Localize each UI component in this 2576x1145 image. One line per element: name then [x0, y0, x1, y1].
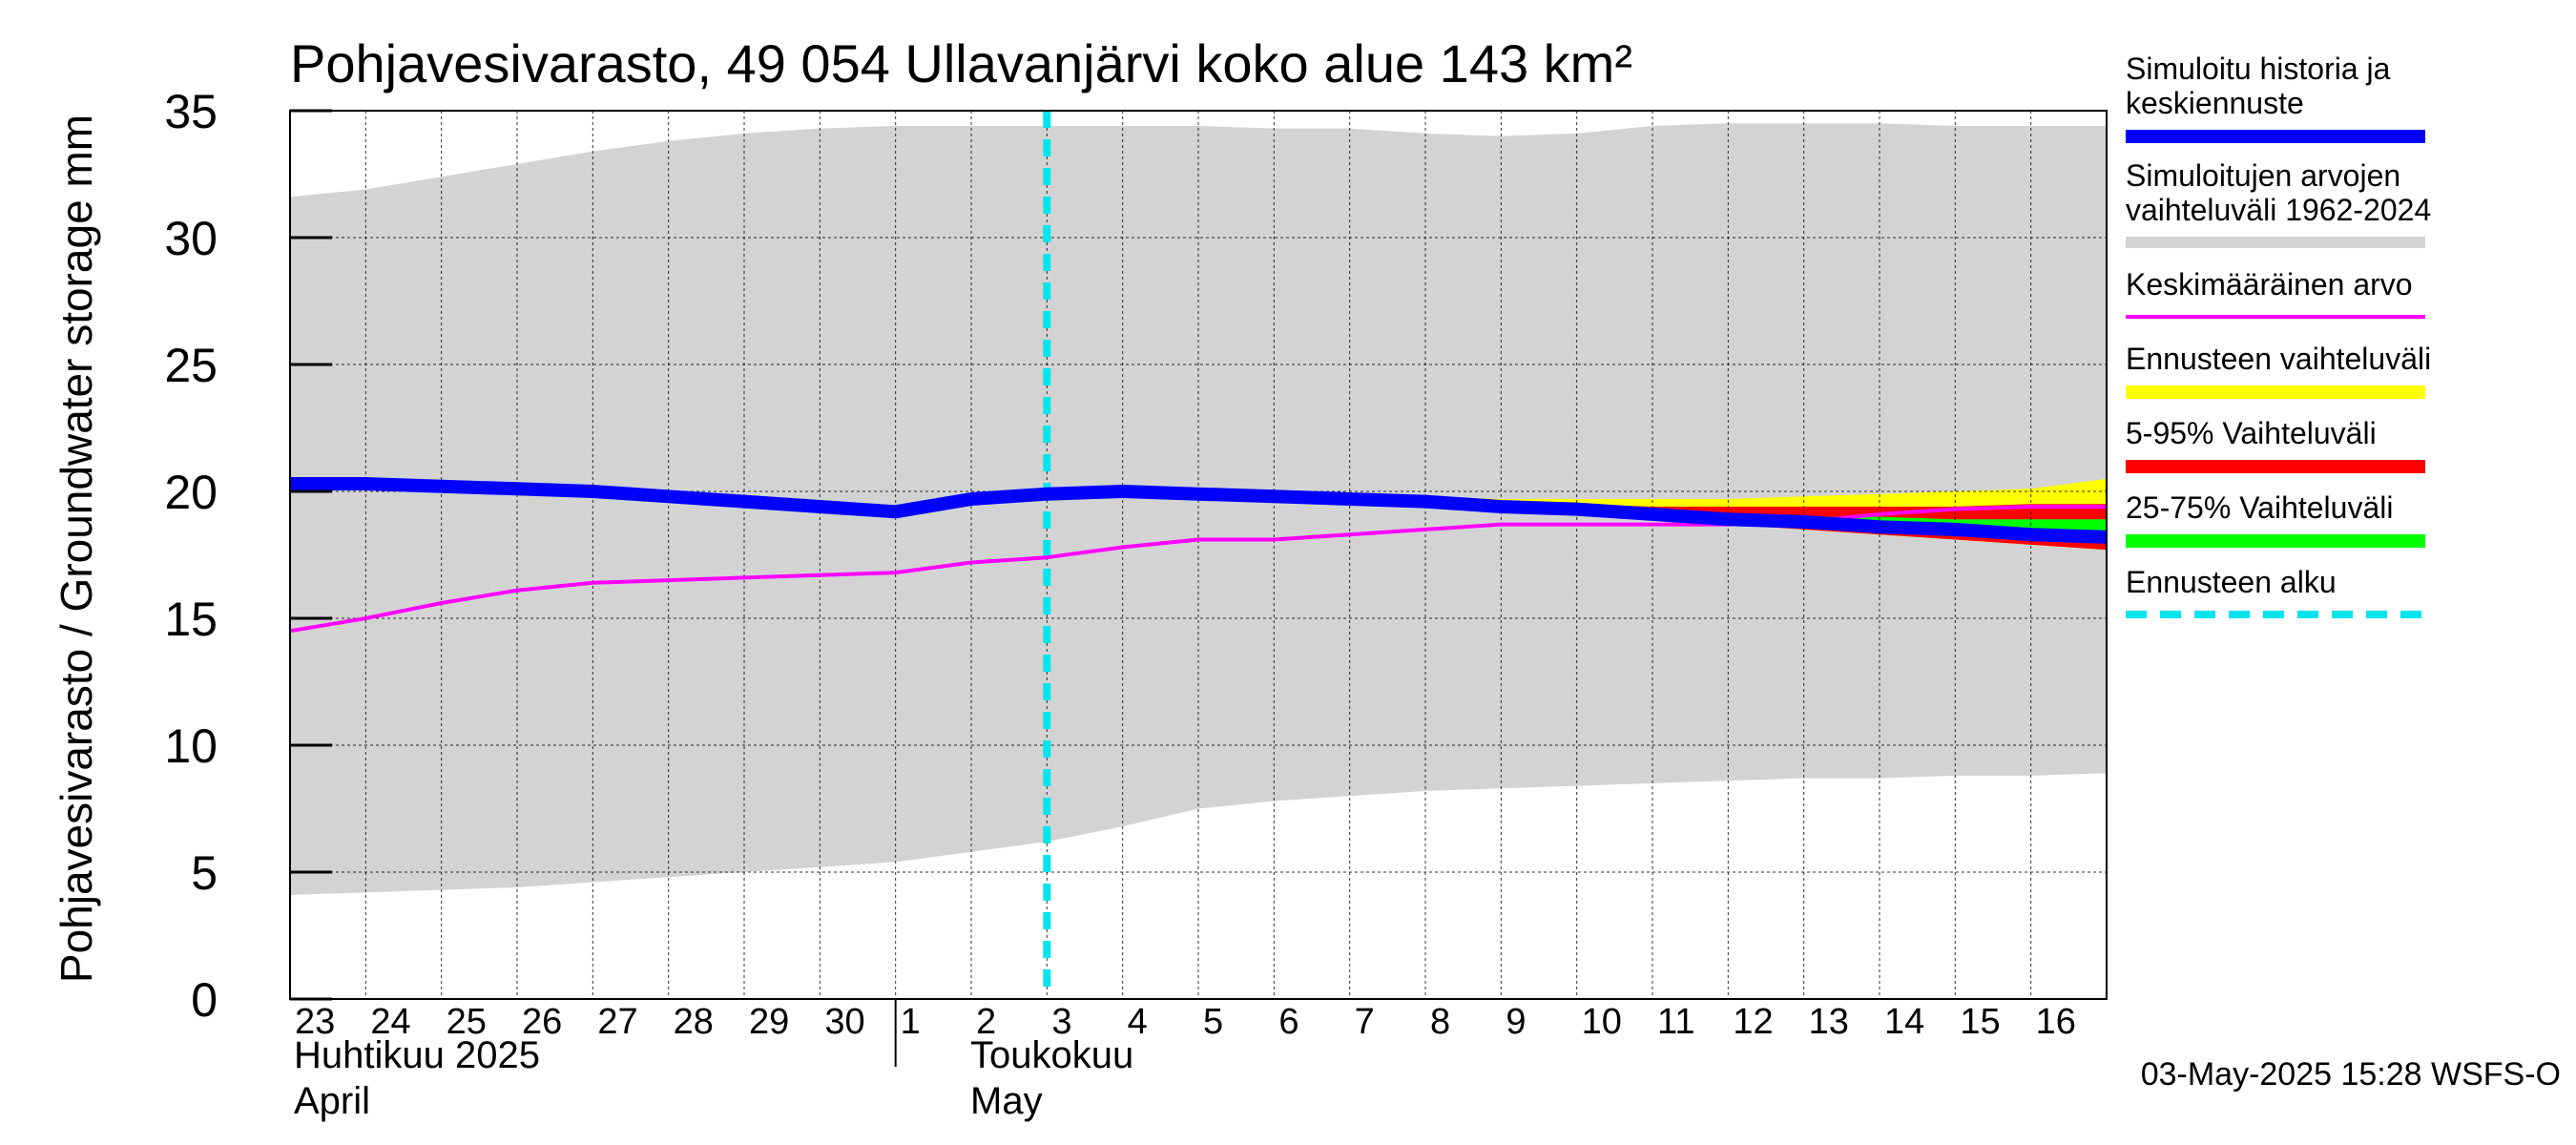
x-tick-label: 14 [1884, 1002, 1924, 1042]
x-tick-label: 10 [1582, 1002, 1622, 1042]
y-tick-label: 10 [164, 719, 218, 773]
legend-swatch-5-95 [2126, 460, 2425, 473]
x-tick-label: 24 [370, 1002, 410, 1042]
legend-swatch-range [2126, 237, 2425, 248]
legend-item-forecast-start: Ennusteen alku [2126, 565, 2565, 618]
y-tick-label: 15 [164, 593, 218, 646]
x-tick-label: 12 [1733, 1002, 1773, 1042]
chart-title: Pohjavesivarasto, 49 054 Ullavanjärvi ko… [290, 33, 1632, 94]
month-april-fi: Huhtikuu 2025 [294, 1034, 540, 1076]
legend-item-history: Simuloitu historia ja keskiennuste [2126, 52, 2565, 143]
series-simuloitu-historia-ja-keskiennuste [290, 477, 2108, 544]
legend-label-5-95: 5-95% Vaihteluväli [2126, 416, 2377, 450]
y-tick-label: 35 [164, 85, 218, 138]
x-tick-label: 3 [1051, 1002, 1071, 1042]
legend-item-range: Simuloitujen arvojen vaihteluväli 1962-2… [2126, 158, 2565, 248]
legend-swatch-mean [2126, 315, 2425, 319]
x-tick-label: 1 [901, 1002, 921, 1042]
x-tick-label: 27 [597, 1002, 637, 1042]
legend-label-forecast-start: Ennusteen alku [2126, 565, 2337, 599]
x-tick-label: 2 [976, 1002, 996, 1042]
legend-label-forecast-range: Ennusteen vaihteluväli [2126, 342, 2432, 376]
month-may-fi: Toukokuu [970, 1034, 1134, 1076]
x-tick-label: 30 [824, 1002, 864, 1042]
y-tick-label: 0 [191, 973, 218, 1027]
x-tick-label: 11 [1657, 1002, 1694, 1042]
timestamp: 03-May-2025 15:28 WSFS-O [2140, 1056, 2561, 1093]
legend-swatch-25-75 [2126, 534, 2425, 548]
legend-swatch-history [2126, 130, 2425, 143]
x-tick-label: 9 [1506, 1002, 1526, 1042]
month-label-april: Huhtikuu 2025 April [294, 1032, 540, 1124]
y-tick-label: 25 [164, 339, 218, 392]
month-april-en: April [294, 1080, 371, 1122]
legend-label-mean: Keskimääräinen arvo [2126, 267, 2413, 302]
legend-item-mean: Keskimääräinen arvo [2126, 267, 2565, 319]
chart-axes [289, 109, 2108, 1067]
x-tick-label: 16 [2036, 1002, 2076, 1042]
month-may-en: May [970, 1080, 1043, 1122]
y-tick-label: 5 [191, 846, 218, 900]
x-tick-label: 6 [1278, 1002, 1298, 1042]
x-tick-label: 29 [749, 1002, 789, 1042]
x-tick-label: 28 [674, 1002, 714, 1042]
x-tick-label: 23 [295, 1002, 335, 1042]
legend-label-25-75: 25-75% Vaihteluväli [2126, 490, 2394, 525]
legend-label-history: Simuloitu historia ja keskiennuste [2126, 52, 2391, 120]
y-tick-label: 30 [164, 212, 218, 265]
x-tick-label: 25 [447, 1002, 487, 1042]
legend-swatch-forecast-range [2126, 385, 2425, 399]
month-label-may: Toukokuu May [970, 1032, 1133, 1124]
y-tick-label: 20 [164, 466, 218, 519]
legend-item-forecast-range: Ennusteen vaihteluväli [2126, 342, 2565, 399]
x-tick-label: 15 [1960, 1002, 2000, 1042]
chart-lines [289, 111, 2108, 999]
x-tick-label: 26 [522, 1002, 562, 1042]
x-tick-label: 8 [1430, 1002, 1450, 1042]
x-tick-label: 13 [1809, 1002, 1849, 1042]
legend-swatch-forecast-start [2126, 611, 2425, 618]
legend-item-25-75: 25-75% Vaihteluväli [2126, 490, 2565, 548]
legend-label-range: Simuloitujen arvojen vaihteluväli 1962-2… [2126, 158, 2432, 227]
plot-frame [289, 110, 2108, 1000]
x-tick-label: 7 [1355, 1002, 1375, 1042]
x-tick-label: 4 [1128, 1002, 1148, 1042]
y-axis-label: Pohjavesivarasto / Groundwater storage m… [52, 114, 101, 984]
x-tick-label: 5 [1203, 1002, 1223, 1042]
legend-item-5-95: 5-95% Vaihteluväli [2126, 416, 2565, 473]
